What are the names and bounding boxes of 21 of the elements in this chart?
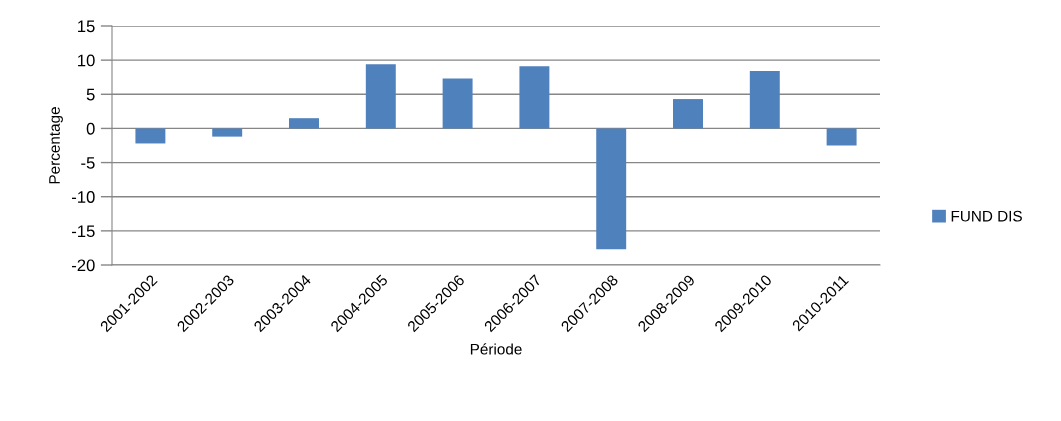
y-tick-label: -5 xyxy=(81,157,95,169)
y-tick-label: 0 xyxy=(86,122,95,135)
bar xyxy=(289,118,319,129)
bar xyxy=(519,66,550,129)
y-tick-label: 10 xyxy=(78,54,95,67)
bar xyxy=(826,128,857,146)
bar xyxy=(135,128,166,144)
x-axis-title: Période xyxy=(470,343,522,355)
legend-label: FUND DIS xyxy=(951,210,1022,222)
y-tick-label: -20 xyxy=(71,259,95,272)
bar xyxy=(365,64,396,129)
y-tick-label: -10 xyxy=(71,191,95,203)
bar xyxy=(673,99,703,129)
y-tick-label: 5 xyxy=(86,88,95,101)
bar xyxy=(212,128,243,137)
bar xyxy=(749,71,780,129)
y-tick-label: -15 xyxy=(71,225,95,238)
bar xyxy=(442,78,473,129)
bar xyxy=(596,128,627,250)
y-axis-title: Percentage xyxy=(49,107,63,184)
y-tick-label: 15 xyxy=(78,20,95,33)
